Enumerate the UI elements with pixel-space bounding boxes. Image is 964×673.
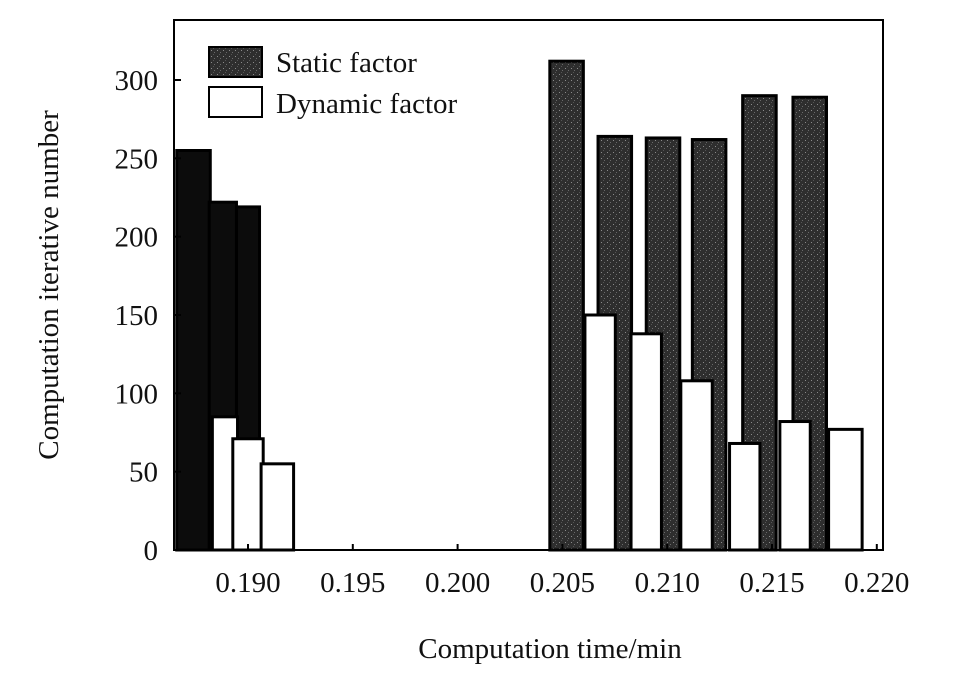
x-tick-label: 0.205 [530, 567, 595, 599]
dynamic-factor-bar-8 [827, 427, 864, 552]
y-tick-label: 150 [115, 300, 159, 332]
y-tick-label: 50 [129, 457, 158, 489]
x-tick-label: 0.220 [844, 567, 909, 599]
x-axis-title: Computation time/min [418, 633, 682, 665]
dynamic-factor-bar-4 [629, 332, 663, 552]
y-tick-label: 300 [115, 65, 159, 97]
y-tick-label: 200 [115, 222, 159, 254]
dynamic-factor-bar-1 [231, 437, 265, 552]
legend-swatch-static [208, 46, 263, 78]
x-tick-label: 0.200 [425, 567, 490, 599]
y-axis-title: Computation iterative number [33, 110, 65, 460]
static-factor-bar-3 [548, 59, 585, 552]
y-axis: 0 50 100 150 200 250 300 [115, 65, 181, 567]
plot-frame [173, 19, 884, 551]
bars-layer [175, 59, 864, 552]
x-tick-label: 0.190 [215, 567, 280, 599]
legend-label-static: Static factor [276, 47, 417, 79]
dynamic-factor-bar-7 [778, 420, 812, 552]
legend-label-dynamic: Dynamic factor [276, 88, 458, 120]
dynamic-factor-bar-2 [259, 462, 296, 552]
dynamic-factor-bar-6 [728, 441, 762, 552]
dynamic-factor-bar-3 [583, 313, 617, 552]
dynamic-factor-bar-5 [679, 379, 714, 552]
legend-swatch-dynamic [208, 86, 263, 118]
legend: Static factor Dynamic factor [208, 46, 458, 120]
x-tick-label: 0.215 [739, 567, 804, 599]
x-tick-label: 0.195 [320, 567, 385, 599]
y-tick-label: 100 [115, 378, 159, 410]
x-tick-label: 0.210 [635, 567, 700, 599]
y-tick-label: 0 [144, 535, 159, 567]
y-tick-label: 250 [115, 143, 159, 175]
x-axis: 0.190 0.195 0.200 0.205 0.210 0.215 0.220 [215, 544, 909, 599]
static-factor-bar-0 [175, 149, 212, 552]
